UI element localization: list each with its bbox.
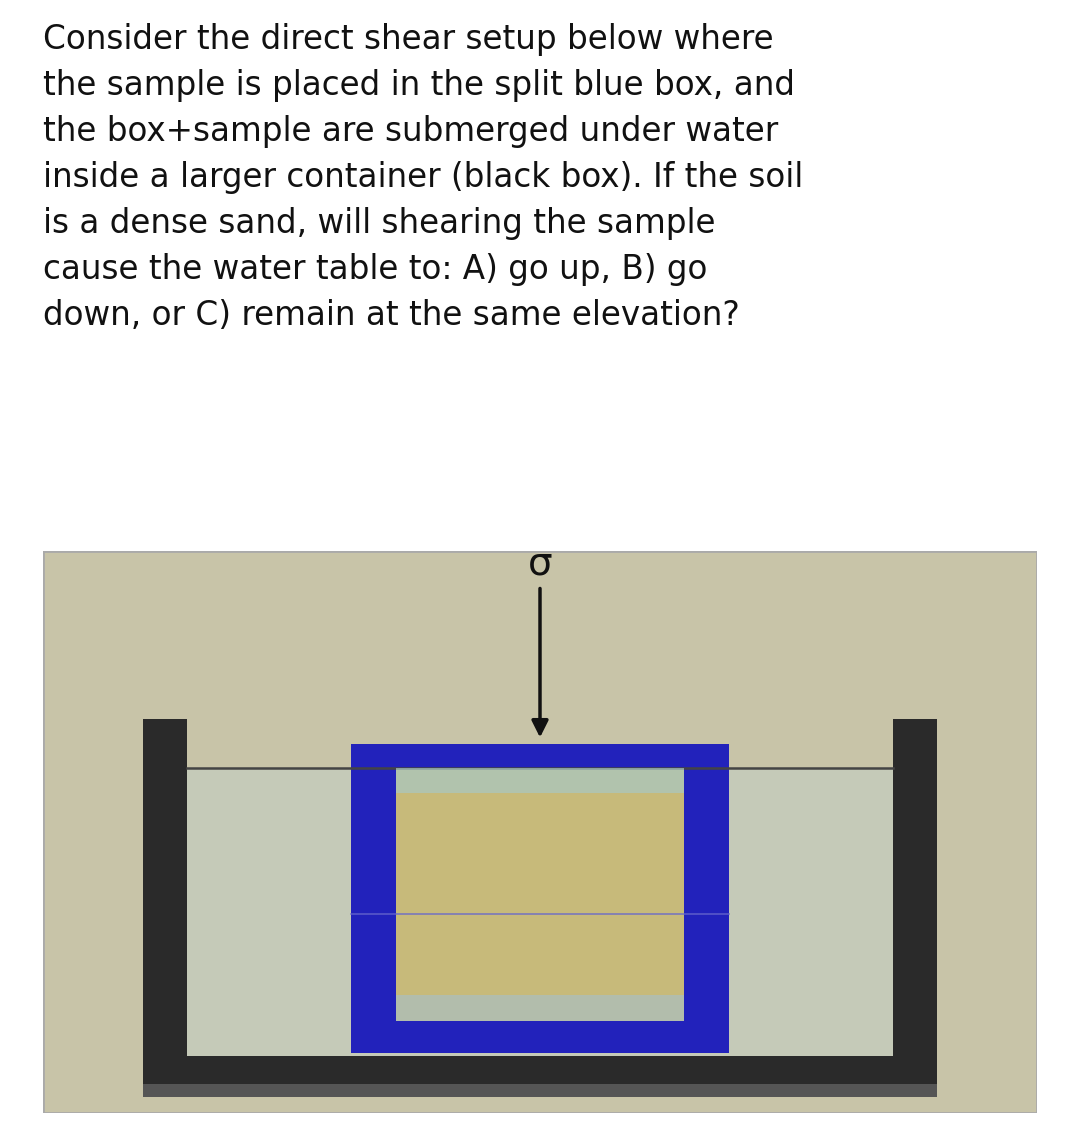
Bar: [396, 768, 684, 793]
Text: Consider the direct shear setup below where
the sample is placed in the split bl: Consider the direct shear setup below wh…: [43, 23, 804, 331]
Bar: [684, 743, 729, 1053]
Bar: [893, 719, 937, 1085]
Bar: [351, 743, 396, 1053]
Text: σ: σ: [528, 544, 552, 583]
Bar: [187, 768, 893, 1056]
Bar: [143, 1056, 937, 1085]
Bar: [351, 743, 729, 768]
Bar: [396, 743, 684, 1021]
Bar: [351, 1021, 729, 1053]
Bar: [143, 1085, 937, 1098]
Bar: [396, 994, 684, 1021]
Bar: [143, 719, 187, 1085]
